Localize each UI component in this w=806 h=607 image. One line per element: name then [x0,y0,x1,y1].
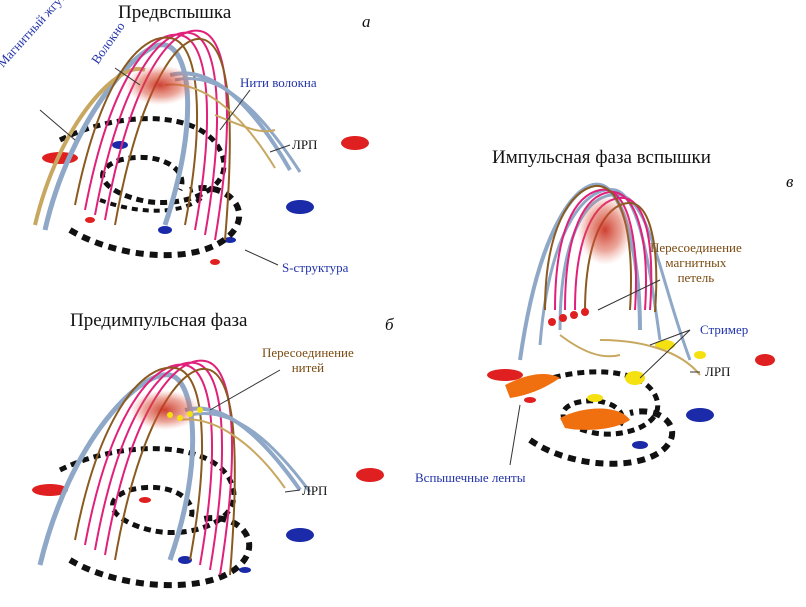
panel-c-plasmoid-glow [577,195,633,265]
panel-b-label-lrp: ЛРП [302,483,328,498]
panel-a-letter: а [362,12,371,31]
panel-a-fiber-glow [125,65,195,105]
panel-c-letter: в [786,172,794,191]
panel-b-label-reconnection: Пересоединение нитей [262,345,354,375]
panel-a-artwork [33,29,369,266]
panel-b-letter: б [385,315,394,334]
panel-a-leader-lines [39,67,291,266]
panel-c-reconnection-points [548,308,589,326]
panel-b-title: Предимпульсная фаза [70,310,248,331]
panel-c-streamers [587,340,706,402]
panel-a-surface-spots [42,116,369,265]
panel-c-label-reconnection: Пересоединение магнитных петель [650,240,742,285]
panel-b-artwork [32,359,384,589]
panel-a-label-threads: Нити волокна [240,75,317,90]
panel-a-label-lrp: ЛРП [292,137,318,152]
panel-b-fiber-glow [130,390,200,430]
panel-c-artwork [487,182,775,467]
panel-a-label-s-structure: S-структура [282,260,349,275]
panel-c-label-streamer: Стример [700,322,749,337]
panel-b-leader-lines [209,369,301,493]
panel-a-title: Предвспышка [118,2,232,23]
panel-c-title: Импульсная фаза вспышки [492,147,711,168]
panel-c-surface-spots [487,354,775,467]
panel-c-leader-lines [509,279,700,466]
panel-c-loops [518,182,701,376]
panel-c-flare-ribbons [505,374,630,430]
panel-c-label-lrp: ЛРП [705,364,731,379]
panel-b-reconnection-points [167,407,203,421]
panel-c-label-ribbons: Вспышечные ленты [415,470,526,485]
